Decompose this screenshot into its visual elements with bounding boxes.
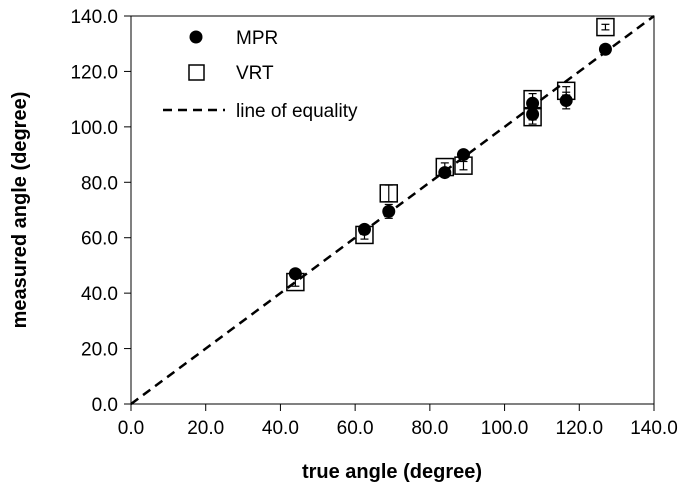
line-of-equality <box>130 14 655 406</box>
mpr-point <box>357 222 371 236</box>
legend-mpr-marker <box>189 30 203 44</box>
legend-equality-label: line of equality <box>236 101 358 122</box>
x-tick-label: 80.0 <box>411 418 448 439</box>
y-tick-label: 60.0 <box>81 229 118 250</box>
y-tick-label: 20.0 <box>81 340 118 361</box>
x-tick-label: 20.0 <box>187 418 224 439</box>
x-tick-label: 100.0 <box>481 418 529 439</box>
mpr-point <box>288 267 302 281</box>
mpr-point <box>456 148 470 162</box>
mpr-point <box>526 107 540 121</box>
legend-vrt-marker <box>188 64 205 81</box>
mpr-point <box>438 166 452 180</box>
y-tick-label: 140.0 <box>70 7 118 28</box>
x-tick-label: 60.0 <box>337 418 374 439</box>
y-tick-label: 100.0 <box>70 118 118 139</box>
plot-area <box>130 14 655 406</box>
x-tick-label: 40.0 <box>262 418 299 439</box>
y-tick-label: 80.0 <box>81 173 118 194</box>
legend-mpr-label: MPR <box>236 28 278 49</box>
plot-frame <box>130 15 655 405</box>
mpr-point <box>526 96 540 110</box>
mpr-point <box>382 204 396 218</box>
y-tick-label: 0.0 <box>92 395 118 416</box>
x-tick-label: 140.0 <box>630 418 678 439</box>
vrt-point <box>596 17 615 37</box>
y-axis-title: measured angle (degree) <box>9 92 31 329</box>
x-tick-label: 120.0 <box>556 418 604 439</box>
mpr-point <box>598 42 612 56</box>
mpr-point <box>559 94 573 108</box>
vrt-point <box>379 184 399 203</box>
y-tick-label: 120.0 <box>70 62 118 83</box>
axes: 0.0 20.0 40.0 60.0 80.0 100.0 120.0 140.0 0.0 20.… <box>70 7 677 439</box>
legend-vrt-label: VRT <box>236 63 274 84</box>
y-tick-label: 40.0 <box>81 284 118 305</box>
legend: MPR VRT line of equality <box>163 28 358 122</box>
x-axis-title: true angle (degree) <box>302 461 482 483</box>
x-tick-label: 0.0 <box>118 418 144 439</box>
